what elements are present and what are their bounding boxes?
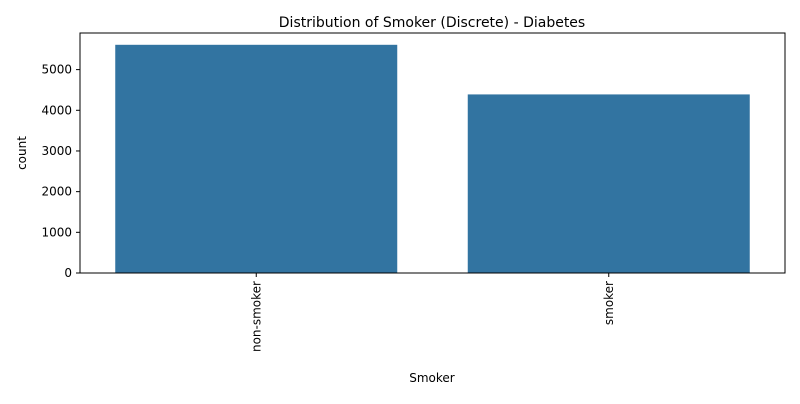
- x-axis-label: Smoker: [409, 371, 455, 385]
- x-axis-ticks: non-smoker smoker: [249, 273, 616, 352]
- plot-area: 0 1000 2000 3000 4000 5000 non-smoker smoker: [41, 32, 786, 352]
- y-axis-label: count: [15, 136, 29, 170]
- y-axis-ticks: 0 1000 2000 3000 4000 5000: [41, 63, 80, 280]
- y-tick-label: 5000: [41, 63, 72, 77]
- y-tick-label: 1000: [41, 225, 72, 239]
- y-tick-label: 4000: [41, 103, 72, 117]
- x-tick-label: non-smoker: [249, 281, 263, 352]
- bar-smoker: [467, 94, 750, 273]
- bars-layer: [115, 44, 750, 273]
- chart-title: Distribution of Smoker (Discrete) - Diab…: [279, 15, 585, 31]
- y-tick-label: 2000: [41, 185, 72, 199]
- bar-non-smoker: [115, 44, 398, 273]
- y-tick-label: 3000: [41, 144, 72, 158]
- y-tick-label: 0: [64, 266, 72, 280]
- plot-frame: [79, 32, 786, 274]
- x-tick-label: smoker: [602, 281, 616, 325]
